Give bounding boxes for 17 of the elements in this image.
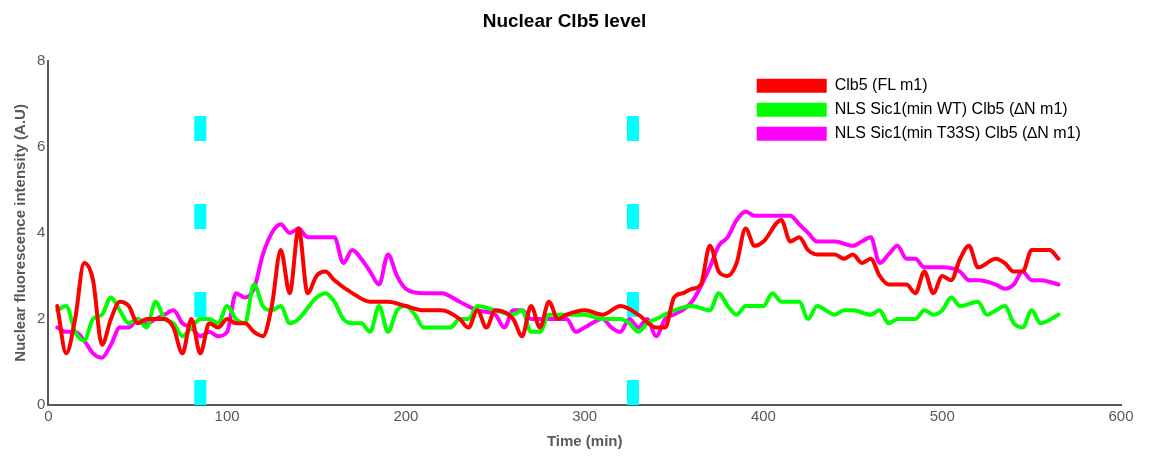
y-tick-label: 4 [37,223,46,241]
y-tick-label: 8 [37,50,46,68]
legend-label: NLS Sic1(min WT) Clb5 (∆N m1) [834,100,1068,118]
x-tick-label: 500 [929,407,955,425]
x-tick-label: 100 [214,407,240,425]
legend-label: NLS Sic1(min T33S) Clb5 (∆N m1) [834,124,1081,142]
legend-label: Clb5 (FL m1) [834,76,928,94]
y-tick-label: 2 [37,309,46,327]
x-tick-label: 300 [572,407,598,425]
x-tick-label: 200 [393,407,419,425]
x-axis-title: Time (min) [546,432,623,450]
x-tick-label: 400 [750,407,776,425]
y-axis-title: Nuclear fluorescence intensity (A.U) [11,104,29,362]
y-tick-label: 0 [37,395,46,413]
y-tick-label: 6 [37,136,46,154]
chart-title: Nuclear Clb5 level [482,9,647,31]
x-tick-label: 600 [1108,407,1134,425]
